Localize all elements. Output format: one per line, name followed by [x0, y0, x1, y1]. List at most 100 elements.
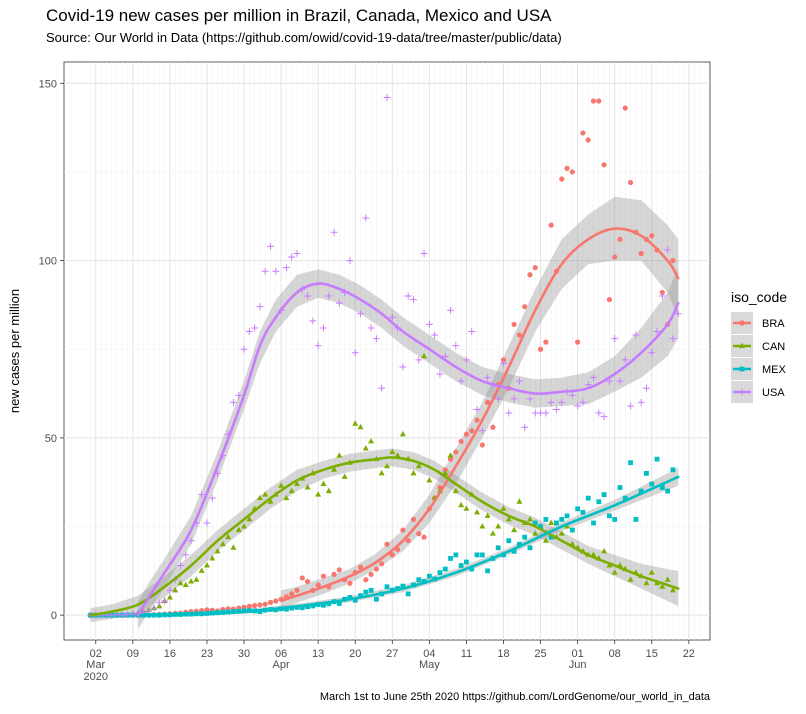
- data-point-usa: [600, 413, 608, 421]
- legend-label: CAN: [762, 341, 785, 353]
- data-point-usa: [478, 427, 486, 435]
- data-point-mex: [479, 552, 485, 558]
- data-point-mex: [569, 527, 575, 533]
- data-point-bra: [516, 332, 522, 338]
- data-point-can: [532, 530, 539, 536]
- data-point-usa: [410, 296, 417, 303]
- x-axis: 02 09 16 23 30 06 13 20 27 04 11 18 25 01 08 15 22 Mar Apr…: [84, 640, 695, 683]
- data-point-usa: [367, 324, 375, 332]
- data-point-usa: [155, 599, 163, 607]
- data-point-mex: [506, 538, 512, 544]
- data-point-mex: [622, 495, 628, 501]
- data-point-can: [505, 516, 512, 522]
- data-point-usa: [669, 335, 677, 342]
- data-point-can: [341, 473, 348, 479]
- chart-subtitle: Source: Our World in Data (https://githu…: [46, 30, 562, 45]
- data-point-usa: [515, 377, 523, 385]
- data-point-mex: [543, 517, 549, 522]
- data-point-can: [526, 516, 533, 522]
- x-tick-label: 30: [238, 648, 250, 660]
- data-point-mex: [257, 609, 263, 615]
- data-point-mex: [628, 460, 633, 466]
- data-point-mex: [559, 517, 565, 522]
- data-point-usa: [335, 299, 343, 307]
- data-point-mex: [336, 601, 342, 606]
- data-point-usa: [383, 94, 391, 101]
- data-point-usa: [230, 399, 237, 406]
- data-point-bra: [400, 527, 406, 533]
- data-point-usa: [330, 228, 338, 236]
- data-point-usa: [245, 328, 253, 335]
- x-month-label: Mar: [86, 659, 105, 671]
- data-point-can: [357, 423, 364, 430]
- legend-label: USA: [762, 387, 785, 399]
- data-point-usa: [314, 342, 322, 350]
- data-point-mex: [474, 552, 480, 558]
- data-point-bra: [522, 304, 528, 310]
- data-point-bra: [638, 250, 644, 257]
- x-tick-label: 11: [461, 648, 472, 660]
- data-point-bra: [622, 105, 628, 111]
- data-point-can: [267, 498, 274, 504]
- confidence-band-usa: [138, 267, 679, 630]
- legend-item-can: CAN: [731, 335, 785, 357]
- data-point-bra: [304, 578, 311, 585]
- data-point-mex: [522, 534, 528, 540]
- data-point-usa: [473, 406, 481, 413]
- legend-item-bra: BRA: [731, 312, 785, 334]
- data-point-can: [611, 569, 618, 575]
- data-point-bra: [289, 591, 295, 597]
- data-point-bra: [569, 169, 575, 175]
- data-point-mex: [612, 517, 618, 522]
- data-point-can: [452, 487, 459, 494]
- data-point-can: [648, 569, 655, 575]
- data-point-usa: [187, 537, 195, 545]
- data-point-usa: [452, 342, 460, 350]
- data-point-usa: [145, 607, 153, 615]
- smooth-line-usa: [136, 282, 680, 617]
- data-point-usa: [198, 491, 206, 499]
- data-point-usa: [632, 331, 640, 339]
- data-point-can: [182, 581, 189, 588]
- data-point-can: [230, 544, 237, 550]
- data-point-can: [336, 452, 343, 458]
- data-point-usa: [177, 562, 184, 569]
- data-point-can: [627, 576, 634, 582]
- data-point-bra: [347, 580, 353, 586]
- data-point-can: [193, 576, 200, 582]
- data-point-mex: [453, 552, 459, 558]
- data-point-mex: [421, 579, 427, 584]
- data-point-bra: [389, 552, 395, 558]
- data-point-bra: [331, 571, 337, 577]
- smooth-lines: [89, 227, 680, 617]
- data-point-can: [241, 523, 248, 529]
- data-point-bra: [410, 516, 417, 523]
- data-point-bra: [575, 339, 581, 345]
- data-point-mex: [665, 488, 671, 494]
- data-point-usa: [240, 345, 248, 353]
- data-point-usa: [404, 292, 412, 300]
- y-tick-label: 150: [39, 78, 57, 90]
- x-tick-label: 16: [164, 648, 176, 660]
- smooth-line-mex: [136, 475, 680, 617]
- data-point-bra: [246, 603, 252, 609]
- data-point-mex: [532, 520, 538, 526]
- data-point-usa: [643, 384, 650, 392]
- data-point-mex: [437, 570, 443, 576]
- data-point-usa: [457, 377, 465, 385]
- data-point-can: [331, 466, 338, 472]
- data-point-mex: [310, 603, 316, 609]
- data-point-bra: [543, 339, 549, 345]
- data-point-can: [495, 523, 502, 529]
- data-point-can: [669, 586, 676, 593]
- data-point-can: [283, 494, 290, 501]
- data-point-bra: [405, 538, 411, 544]
- data-point-mex: [633, 517, 639, 522]
- data-point-mex: [426, 573, 432, 579]
- data-point-usa: [182, 551, 190, 559]
- data-point-usa: [547, 399, 555, 406]
- data-point-can: [601, 547, 608, 554]
- data-point-can: [511, 526, 518, 533]
- data-point-bra: [416, 531, 422, 537]
- data-point-bra: [559, 176, 565, 182]
